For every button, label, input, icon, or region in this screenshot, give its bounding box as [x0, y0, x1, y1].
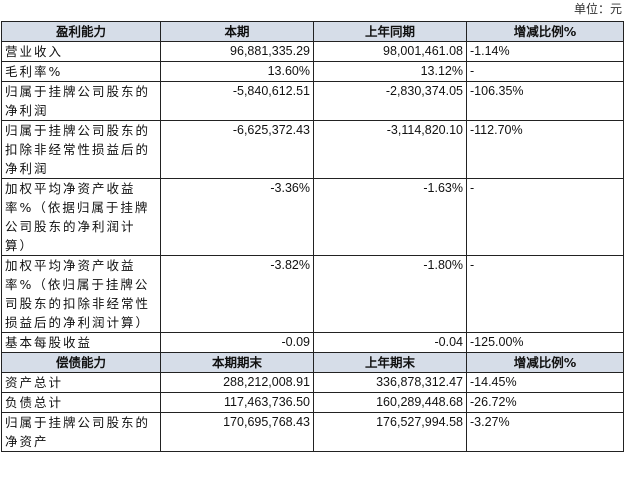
- header-change: 增减比例%: [466, 352, 624, 373]
- row-label-line: 加权平均净资产收益: [5, 258, 136, 273]
- row-label-line: 率%（依归属于挂牌公: [5, 277, 150, 292]
- change-value: -3.27%: [466, 412, 624, 452]
- row-label-line: 加权平均净资产收益: [5, 181, 136, 196]
- table-row: 加权平均净资产收益 率%（依据归属于挂牌 公司股东的净利润计 算） -3.36% -1.6…: [1, 178, 624, 256]
- row-label-line: 归属于挂牌公司股东的: [5, 415, 151, 430]
- current-value: 288,212,008.91: [160, 372, 314, 393]
- prior-value: 98,001,461.08: [313, 41, 467, 62]
- row-label: 资产总计: [1, 372, 161, 393]
- prior-value: 336,878,312.47: [313, 372, 467, 393]
- change-value: -106.35%: [466, 81, 624, 121]
- row-label-line: 率%（依据归属于挂牌: [5, 200, 150, 215]
- row-label-line: 司股东的扣除非经常性: [5, 296, 151, 311]
- prior-value: 176,527,994.58: [313, 412, 467, 452]
- current-value: 117,463,736.50: [160, 392, 314, 413]
- prior-value: 13.12%: [313, 61, 467, 82]
- change-value: -: [466, 61, 624, 82]
- header-metric: 盈利能力: [1, 21, 161, 42]
- current-value: 170,695,768.43: [160, 412, 314, 452]
- profit-header-row: 盈利能力 本期 上年同期 增减比例%: [1, 21, 624, 42]
- row-label-line: 算）: [5, 238, 35, 253]
- row-label: 毛利率%: [1, 61, 161, 82]
- table-row: 基本每股收益 -0.09 -0.04 -125.00%: [1, 332, 624, 353]
- change-value: -125.00%: [466, 332, 624, 353]
- current-value: 96,881,335.29: [160, 41, 314, 62]
- row-label-line: 负债总计: [5, 395, 64, 410]
- current-value: -3.82%: [160, 255, 314, 333]
- change-value: -: [466, 255, 624, 333]
- row-label-line: 净资产: [5, 434, 49, 449]
- prior-value: -3,114,820.10: [313, 120, 467, 179]
- row-label: 基本每股收益: [1, 332, 161, 353]
- unit-label: 单位：元: [573, 2, 622, 16]
- header-change: 增减比例%: [466, 21, 624, 42]
- table-row: 加权平均净资产收益 率%（依归属于挂牌公 司股东的扣除非经常性 损益后的净利润计算） -…: [1, 255, 624, 333]
- row-label-line: 资产总计: [5, 375, 64, 390]
- table-row: 营业收入 96,881,335.29 98,001,461.08 -1.14%: [1, 41, 624, 62]
- header-prior: 上年同期: [313, 21, 467, 42]
- row-label-line: 归属于挂牌公司股东的: [5, 84, 151, 99]
- current-value: 13.60%: [160, 61, 314, 82]
- row-label-line: 营业收入: [5, 44, 64, 59]
- row-label: 加权平均净资产收益 率%（依据归属于挂牌 公司股东的净利润计 算）: [1, 178, 161, 256]
- row-label: 归属于挂牌公司股东的 扣除非经常性损益后的 净利润: [1, 120, 161, 179]
- row-label-line: 损益后的净利润计算）: [5, 315, 151, 330]
- prior-value: -1.80%: [313, 255, 467, 333]
- current-value: -5,840,612.51: [160, 81, 314, 121]
- prior-value: -1.63%: [313, 178, 467, 256]
- change-value: -26.72%: [466, 392, 624, 413]
- prior-value: -2,830,374.05: [313, 81, 467, 121]
- row-label-line: 扣除非经常性损益后的: [5, 142, 151, 157]
- row-label: 归属于挂牌公司股东的 净资产: [1, 412, 161, 452]
- row-label: 营业收入: [1, 41, 161, 62]
- row-label-line: 毛利率%: [5, 64, 63, 79]
- table-row: 资产总计 288,212,008.91 336,878,312.47 -14.45%: [1, 372, 624, 393]
- table-row: 归属于挂牌公司股东的 净资产 170,695,768.43 176,527,994.5…: [1, 412, 624, 452]
- header-current: 本期: [160, 21, 314, 42]
- prior-value: -0.04: [313, 332, 467, 353]
- row-label-line: 基本每股收益: [5, 335, 93, 350]
- prior-value: 160,289,448.68: [313, 392, 467, 413]
- table-row: 毛利率% 13.60% 13.12% -: [1, 61, 624, 82]
- row-label-line: 归属于挂牌公司股东的: [5, 123, 151, 138]
- current-value: -3.36%: [160, 178, 314, 256]
- current-value: -6,625,372.43: [160, 120, 314, 179]
- row-label-line: 净利润: [5, 103, 49, 118]
- header-metric: 偿债能力: [1, 352, 161, 373]
- current-value: -0.09: [160, 332, 314, 353]
- row-label-line: 公司股东的净利润计: [5, 219, 136, 234]
- header-prior: 上年期末: [313, 352, 467, 373]
- change-value: -14.45%: [466, 372, 624, 393]
- financial-table: 盈利能力 本期 上年同期 增减比例% 营业收入 96,881,335.29 98,001,4…: [1, 21, 624, 452]
- change-value: -1.14%: [466, 41, 624, 62]
- table-row: 负债总计 117,463,736.50 160,289,448.68 -26.72%: [1, 392, 624, 413]
- row-label: 归属于挂牌公司股东的 净利润: [1, 81, 161, 121]
- row-label-line: 净利润: [5, 161, 49, 176]
- change-value: -112.70%: [466, 120, 624, 179]
- solvency-header-row: 偿债能力 本期期末 上年期末 增减比例%: [1, 352, 624, 373]
- row-label: 负债总计: [1, 392, 161, 413]
- change-value: -: [466, 178, 624, 256]
- header-current: 本期期末: [160, 352, 314, 373]
- table-row: 归属于挂牌公司股东的 扣除非经常性损益后的 净利润 -6,625,372.43 -3,1…: [1, 120, 624, 179]
- table-row: 归属于挂牌公司股东的 净利润 -5,840,612.51 -2,830,374.05-…: [1, 81, 624, 121]
- row-label: 加权平均净资产收益 率%（依归属于挂牌公 司股东的扣除非经常性 损益后的净利润计算）: [1, 255, 161, 333]
